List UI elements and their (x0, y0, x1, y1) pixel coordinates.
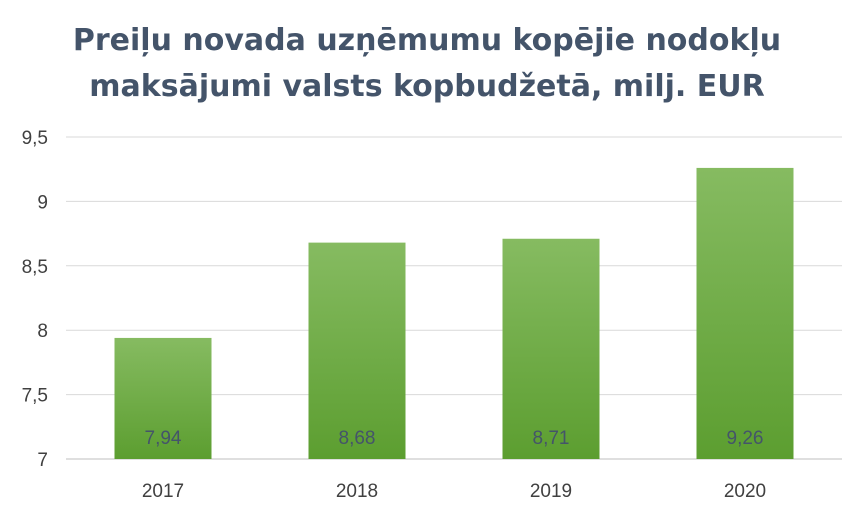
data-label: 7,94 (145, 428, 182, 449)
chart-title: Preiļu novada uzņēmumu kopējie nodokļu m… (0, 18, 854, 110)
data-labels: 7,94 8,68 8,71 9,26 (145, 428, 764, 449)
y-tick-label: 8 (37, 321, 48, 342)
y-tick-label: 7,5 (22, 386, 48, 407)
y-axis: 7 7,5 8 8,5 9 9,5 (22, 128, 48, 471)
y-tick-label: 9,5 (22, 128, 48, 149)
chart-title-line-1: Preiļu novada uzņēmumu kopējie nodokļu (72, 23, 782, 58)
bar (502, 238, 600, 459)
bar (696, 167, 794, 460)
x-axis: 2017 2018 2019 2020 (142, 481, 766, 502)
y-tick-label: 9 (37, 192, 48, 213)
x-tick-label: 2018 (336, 481, 378, 502)
bar (114, 337, 212, 459)
bars (114, 167, 794, 460)
data-label: 8,71 (533, 428, 570, 449)
chart-title-line-2: maksājumi valsts kopbudžetā, milj. EUR (89, 69, 765, 104)
data-label: 9,26 (727, 428, 764, 449)
data-label: 8,68 (339, 428, 376, 449)
bar (308, 242, 406, 459)
x-tick-label: 2020 (724, 481, 766, 502)
y-tick-label: 8,5 (22, 257, 48, 278)
x-tick-label: 2019 (530, 481, 572, 502)
y-tick-label: 7 (37, 450, 48, 471)
x-tick-label: 2017 (142, 481, 184, 502)
